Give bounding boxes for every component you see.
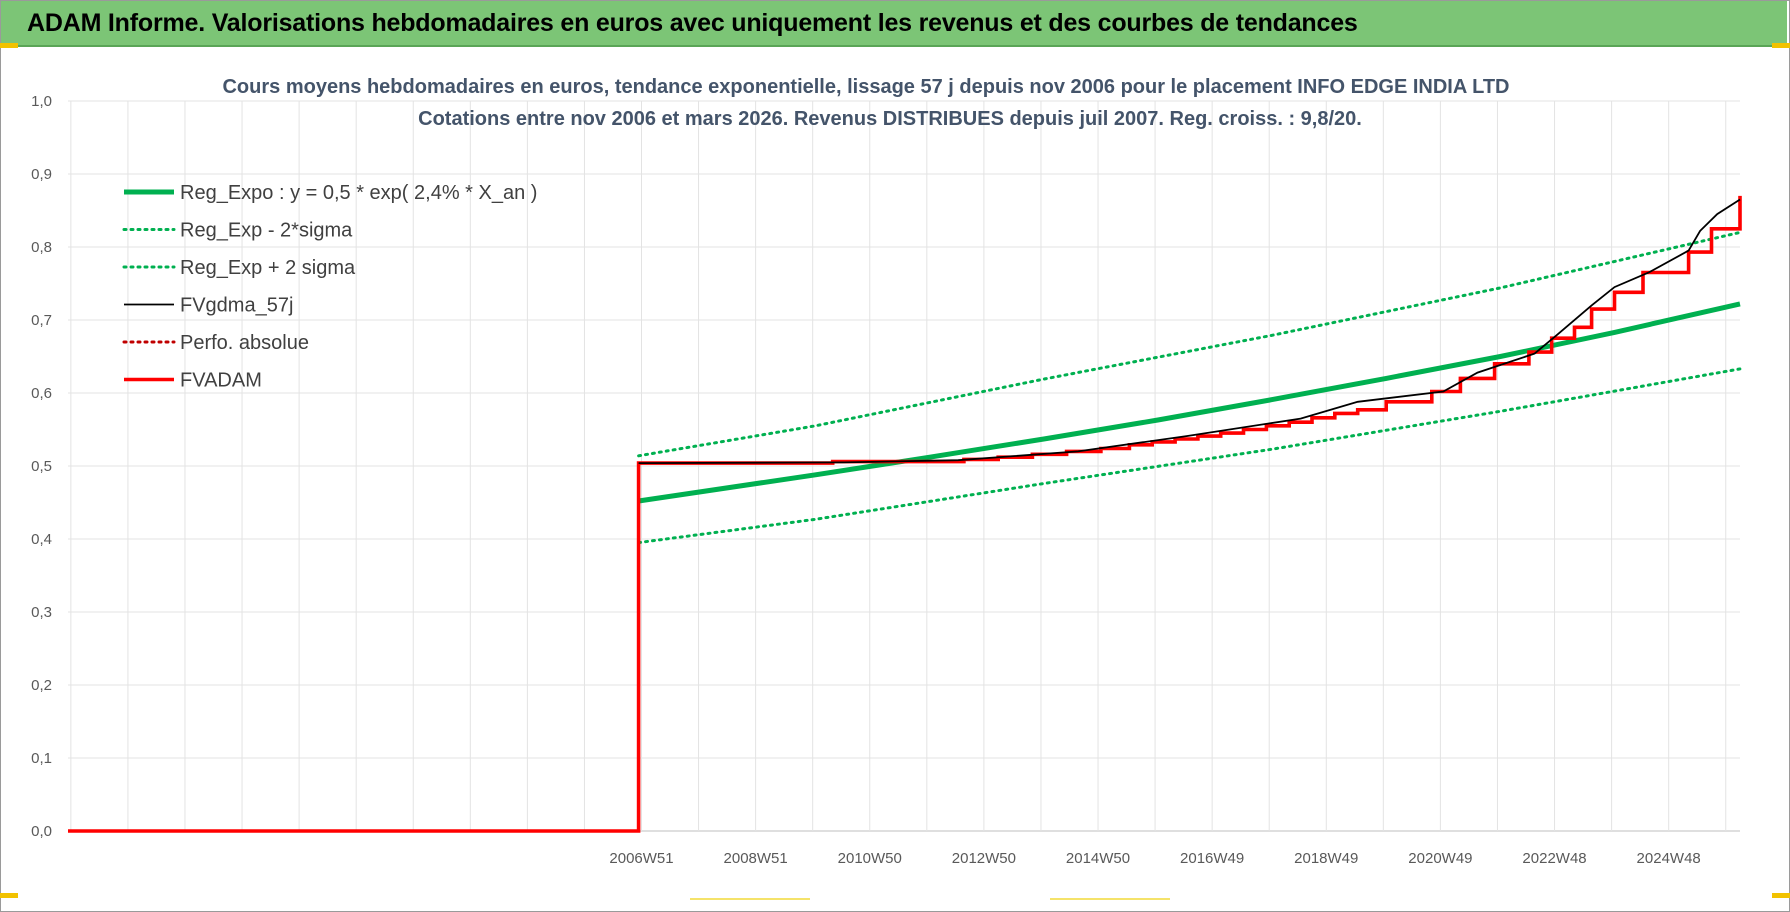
y-tick-label: 0,2 (31, 677, 52, 694)
corner-marker (690, 898, 810, 900)
corner-marker (0, 893, 18, 898)
series-line-5 (68, 195, 1742, 833)
plot-area (68, 195, 1742, 833)
legend: Reg_Expo : y = 0,5 * exp( 2,4% * X_an ) R… (122, 182, 537, 392)
x-tick-label: 2014W50 (1066, 850, 1130, 867)
y-tick-label: 0,6 (31, 385, 52, 402)
legend-label: Reg_Expo : y = 0,5 * exp( 2,4% * X_an ) (180, 182, 537, 204)
x-tick-label: 2020W49 (1408, 850, 1472, 867)
x-tick-label: 2008W51 (724, 850, 788, 867)
corner-marker (1772, 43, 1790, 48)
corner-marker (1050, 898, 1170, 900)
y-tick-label: 0,7 (31, 312, 52, 329)
x-tick-label: 2024W48 (1637, 850, 1701, 867)
y-tick-label: 0,8 (31, 239, 52, 256)
series-line-1 (637, 367, 1742, 545)
y-tick-label: 0,3 (31, 604, 52, 621)
series-line-2 (637, 230, 1742, 458)
x-tick-label: 2016W49 (1180, 850, 1244, 867)
series-line-0 (638, 301, 1741, 504)
x-axis: 2006W51 2008W51 2010W50 2012W50 2014W50 2016W… (609, 850, 1700, 867)
y-tick-label: 0,1 (31, 750, 52, 767)
grid (68, 100, 1740, 832)
chart-title-line-1: Cours moyens hebdomadaires en euros, ten… (222, 76, 1509, 98)
legend-label: Reg_Exp + 2 sigma (180, 257, 356, 279)
legend-label: FVADAM (180, 370, 262, 392)
corner-marker (1772, 893, 1790, 898)
chart-title-line-2: Cotations entre nov 2006 et mars 2026. R… (418, 108, 1362, 130)
legend-label: Reg_Exp - 2*sigma (180, 220, 353, 242)
legend-label: FVgdma_57j (180, 295, 293, 317)
x-tick-label: 2012W50 (952, 850, 1016, 867)
y-tick-label: 1,0 (31, 93, 52, 110)
y-tick-label: 0,5 (31, 458, 52, 475)
y-tick-label: 0,0 (31, 823, 52, 840)
x-tick-label: 2022W48 (1522, 850, 1586, 867)
y-tick-label: 0,9 (31, 166, 52, 183)
x-tick-label: 2006W51 (609, 850, 673, 867)
report-banner: ADAM Informe. Valorisations hebdomadaire… (1, 1, 1787, 47)
y-tick-label: 0,4 (31, 531, 52, 548)
corner-marker (0, 43, 18, 48)
y-axis: 0,0 0,1 0,2 0,3 0,4 0,5 0,6 0,7 0,8 0,9 1,0 (31, 93, 52, 840)
x-tick-label: 2010W50 (838, 850, 902, 867)
series-line-3 (638, 198, 1741, 464)
x-tick-label: 2018W49 (1294, 850, 1358, 867)
report-title: ADAM Informe. Valorisations hebdomadaire… (27, 8, 1358, 37)
legend-label: Perfo. absolue (180, 332, 309, 354)
